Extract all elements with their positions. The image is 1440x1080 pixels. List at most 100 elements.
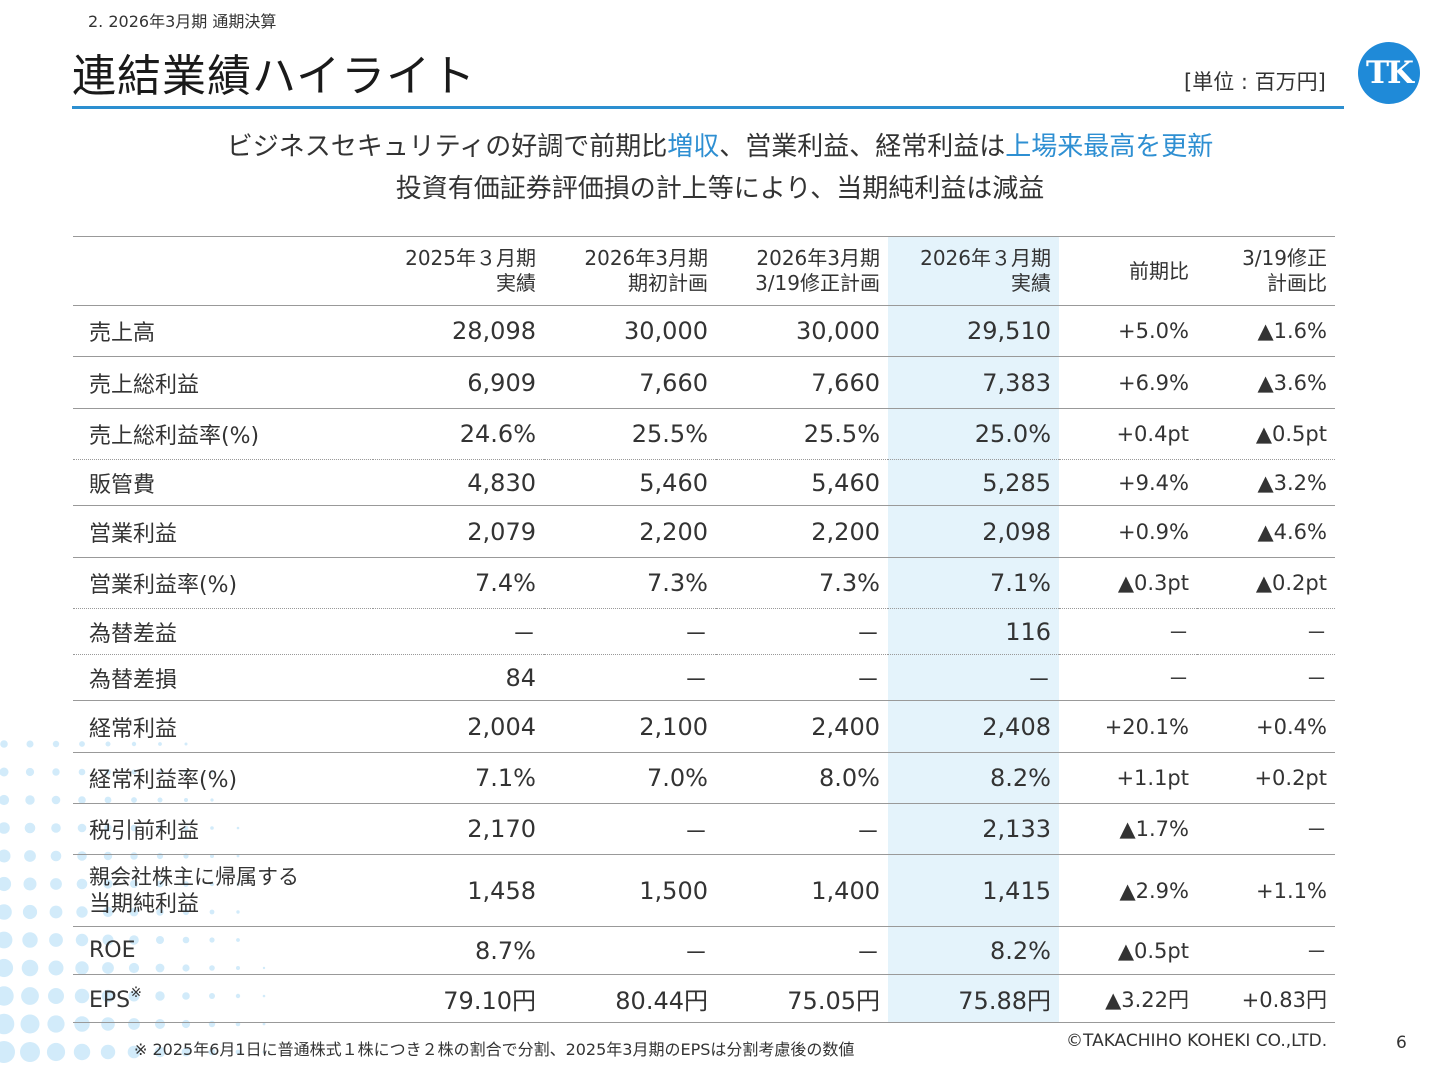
table-cell: 7,660 (716, 356, 888, 409)
table-cell: 80.44円 (544, 974, 716, 1023)
page-title: 連結業績ハイライト (72, 51, 477, 102)
decorative-dot (51, 795, 61, 805)
column-header-line2: 実績 (1011, 271, 1051, 295)
table-row: 売上総利益 6,909 7,660 7,660 7,383 +6.9% ▲3.6% (73, 356, 1335, 409)
table-cell: ▲0.5pt (1197, 408, 1335, 460)
row-label: 親会社株主に帰属する 当期純利益 (73, 854, 373, 927)
column-header: 3/19修正 計画比 (1197, 236, 1335, 306)
decorative-dot (24, 822, 36, 834)
decorative-dot (127, 1045, 141, 1059)
headline-text: 、営業利益、経常利益は (719, 132, 1006, 162)
table-cell: － (716, 926, 888, 975)
footnote: ※ 2025年6月1日に普通株式１株につき２株の割合で分割、2025年3月期のE… (134, 1040, 855, 1059)
row-label: 経常利益 (73, 700, 373, 753)
table-row: 為替差損 84 －－－－－ (73, 654, 1335, 701)
table-cell: － (544, 926, 716, 975)
table-cell: 7.3% (716, 557, 888, 609)
table-cell: 79.10円 (373, 974, 544, 1023)
table-cell: 5,460 (716, 459, 888, 506)
table-cell: +1.1pt (1059, 752, 1197, 804)
decorative-dot (50, 878, 62, 890)
decorative-dot (48, 960, 64, 976)
table-cell: 2,408 (888, 700, 1059, 753)
decorative-dot (235, 1021, 241, 1027)
row-label: 販管費 (73, 459, 373, 506)
table-cell: 2,200 (716, 505, 888, 558)
table-body: 売上高 28,098 30,000 30,000 29,510 +5.0% ▲1.6% 売上総… (73, 305, 1335, 1023)
table-cell: 2,400 (716, 700, 888, 753)
decorative-dot (0, 794, 10, 806)
decorative-dot (73, 1043, 91, 1061)
decorative-dot (49, 933, 63, 947)
section-label: 2. 2026年3月期 通期決算 (88, 12, 277, 31)
table-cell: 7,660 (544, 356, 716, 409)
headline-line-1: ビジネスセキュリティの好調で前期比増収、営業利益、経常利益は上場来最高を更新 (0, 126, 1440, 163)
table-cell: 7.3% (544, 557, 716, 609)
row-label: EPS※ (73, 974, 373, 1023)
decorative-dot (235, 1049, 241, 1055)
table-cell: － (716, 608, 888, 655)
table-cell: +0.4pt (1059, 408, 1197, 460)
row-label-text: 営業利益率(%) (89, 573, 238, 598)
decorative-dot (25, 795, 35, 805)
decorative-dot (22, 904, 38, 920)
table-cell: 25.0% (888, 408, 1059, 460)
decorative-dot (0, 876, 12, 892)
decorative-dot (50, 850, 62, 862)
table-cell: +0.83円 (1197, 974, 1335, 1023)
table-cell: － (716, 803, 888, 855)
table-cell: 30,000 (544, 305, 716, 357)
decorative-dot (21, 987, 39, 1005)
row-label-text: 販管費 (89, 472, 156, 498)
table-cell: 84 (373, 654, 544, 701)
decorative-dot (47, 1015, 65, 1033)
row-label-line-1: 親会社株主に帰属する (89, 864, 299, 889)
table-row: 経常利益率(%) 7.1% 7.0% 8.0% 8.2% +1.1pt +0.2pt (73, 752, 1335, 804)
decorative-dot (23, 877, 37, 891)
table-cell: +6.9% (1059, 356, 1197, 409)
table-row: ROE 8.7% －－ 8.2% ▲0.5pt － (73, 926, 1335, 975)
table-cell: ▲0.5pt (1059, 926, 1197, 975)
table-cell: ▲3.22円 (1059, 974, 1197, 1023)
decorative-dot (262, 1022, 266, 1026)
table-cell: － (1197, 803, 1335, 855)
table-cell: ▲3.6% (1197, 356, 1335, 409)
row-label-text: 為替差益 (89, 621, 178, 647)
table-row: 税引前利益 2,170 －－ 2,133 ▲1.7% － (73, 803, 1335, 855)
table-header-row: 2025年３月期 実績 2026年3月期 期初計画 2026年3月期 3/19修正計画 20… (73, 236, 1335, 306)
decorative-dot (21, 959, 39, 977)
column-header: 2026年3月期 3/19修正計画 (716, 236, 888, 306)
table-row: 売上総利益率(%) 24.6% 25.5% 25.5% 25.0% +0.4pt ▲0.5p… (73, 408, 1335, 460)
table-cell: ▲4.6% (1197, 505, 1335, 558)
table-cell: 5,460 (544, 459, 716, 506)
table-cell: 1,400 (716, 854, 888, 927)
table-cell: +9.4% (1059, 459, 1197, 506)
row-label-text: 売上総利益 (89, 372, 200, 398)
decorative-dot (0, 822, 10, 834)
table-cell: 8.2% (888, 926, 1059, 975)
row-label: 為替差益 (73, 608, 373, 655)
table-cell: － (1197, 926, 1335, 975)
column-header: 2026年３月期 実績 (888, 236, 1059, 306)
row-label-text: 経常利益率(%) (89, 768, 238, 793)
column-header-line2: 期初計画 (628, 271, 708, 295)
page-number: 6 (1396, 1033, 1407, 1053)
table-row: EPS※ 79.10円 80.44円 75.05円 75.88円 ▲3.22円 +0.83円 (73, 974, 1335, 1023)
headline-text: ビジネスセキュリティの好調で前期比 (226, 132, 668, 162)
column-header: 2026年3月期 期初計画 (544, 236, 716, 306)
decorative-dot (52, 740, 60, 748)
decorative-dot (26, 740, 34, 748)
table-cell: 29,510 (888, 305, 1059, 357)
table-cell: ▲1.7% (1059, 803, 1197, 855)
table-cell: 7.1% (888, 557, 1059, 609)
table-row: 営業利益 2,079 2,200 2,200 2,098 +0.9% ▲4.6% (73, 505, 1335, 558)
table-cell: － (1059, 608, 1197, 655)
row-label: 営業利益率(%) (73, 557, 373, 609)
decorative-dot (46, 1042, 66, 1062)
row-label-text: EPS (89, 987, 131, 1013)
decorative-dot (154, 1046, 166, 1058)
table-cell: ▲1.6% (1197, 305, 1335, 357)
table-cell: ▲2.9% (1059, 854, 1197, 927)
results-table: 2025年３月期 実績 2026年3月期 期初計画 2026年3月期 3/19修正計画 20… (73, 236, 1335, 1023)
column-header (73, 236, 373, 306)
